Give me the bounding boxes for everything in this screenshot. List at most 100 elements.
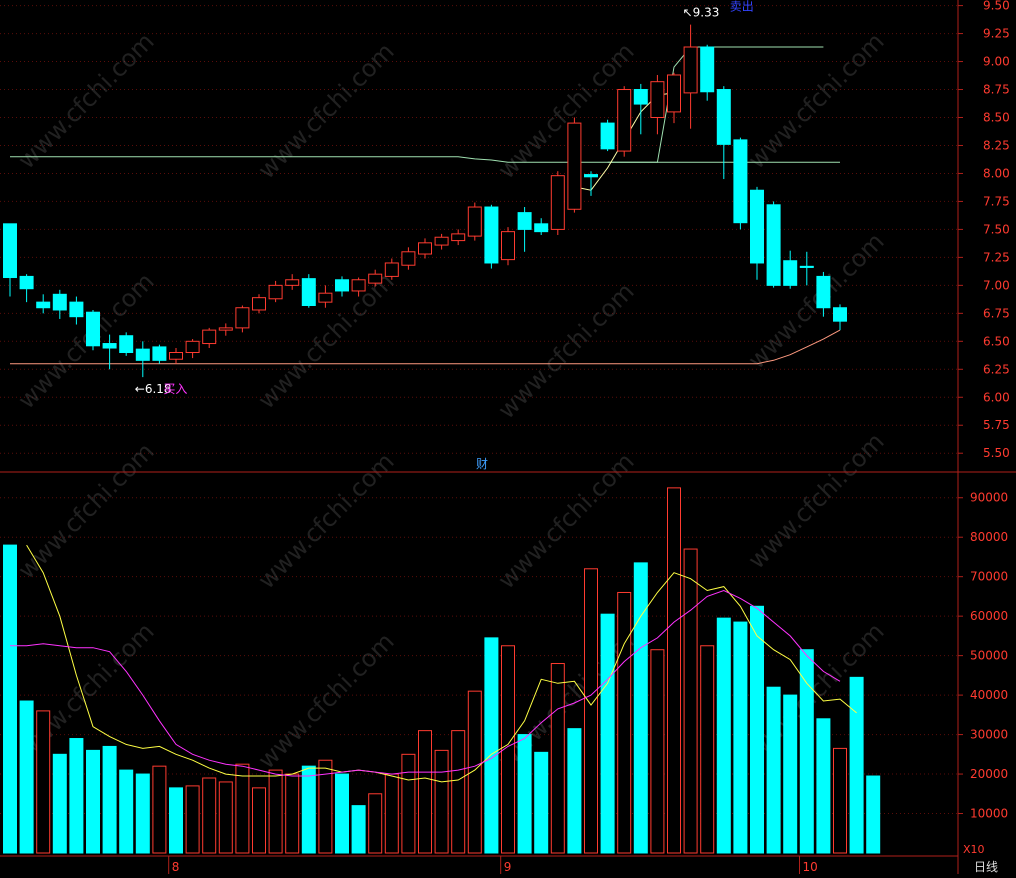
volume-bar [235, 763, 250, 854]
volume-bar [567, 728, 582, 854]
volume-bar [69, 738, 84, 854]
price-tick-label: 9.00 [983, 55, 1010, 69]
candle-body [633, 89, 648, 105]
volume-bar [368, 793, 383, 854]
candle-body [534, 223, 549, 233]
volume-tick-label: 20000 [970, 767, 1008, 781]
price-tick-label: 7.75 [983, 194, 1010, 208]
volume-tick-label: 60000 [970, 609, 1008, 623]
volume-bar [517, 734, 532, 854]
volume-tick-label: 50000 [970, 649, 1008, 663]
volume-bar [3, 544, 17, 854]
volume-bar [584, 568, 598, 854]
volume-bar [401, 753, 416, 854]
candle-body [384, 262, 399, 277]
price-annotation: 卖出 [730, 0, 754, 14]
volume-bar [185, 785, 200, 854]
volume-bar [169, 787, 183, 854]
price-tick-label: 6.25 [983, 362, 1010, 376]
price-tick-label: 8.50 [983, 111, 1010, 125]
volume-bar [86, 749, 100, 854]
price-tick-label: 6.75 [983, 306, 1010, 320]
volume-bar [301, 765, 316, 854]
volume-bar [152, 765, 167, 854]
x-tick-label: 8 [172, 860, 180, 874]
candle-body [783, 260, 798, 286]
candle-body [750, 189, 764, 264]
volume-bar [816, 718, 831, 854]
period-label[interactable]: 日线 [974, 860, 998, 874]
volume-bar [351, 805, 366, 854]
candle-body [700, 46, 715, 93]
volume-bar [716, 617, 731, 854]
candle-body [567, 122, 582, 210]
volume-bar [501, 645, 515, 854]
volume-bar [534, 751, 549, 854]
volume-bar [335, 773, 349, 854]
x-tick-label: 9 [504, 860, 512, 874]
candle-body [833, 307, 847, 322]
candle-body [799, 265, 814, 268]
volume-bar [135, 773, 150, 854]
volume-bar [52, 753, 67, 854]
volume-tick-label: 30000 [970, 728, 1008, 742]
volume-unit-label: X10 [963, 843, 985, 856]
candle-body [667, 74, 681, 113]
volume-tick-label: 70000 [970, 570, 1008, 584]
candle-body [3, 223, 17, 279]
price-tick-label: 8.75 [983, 83, 1010, 97]
candle-body [683, 46, 698, 94]
volume-bar [866, 775, 881, 854]
volume-tick-label: 40000 [970, 688, 1008, 702]
volume-bar [600, 613, 615, 854]
candle-body [86, 311, 100, 347]
price-annotation: ↖9.33 [683, 6, 720, 20]
candle-body [550, 175, 565, 230]
price-tick-label: 9.25 [983, 27, 1010, 41]
volume-bar [484, 637, 499, 854]
candle-body [185, 340, 200, 353]
volume-bar [700, 645, 715, 854]
candle-body [733, 139, 748, 224]
candle-body [169, 352, 183, 360]
volume-bar [667, 487, 681, 854]
volume-bar [467, 690, 482, 854]
candle-body [102, 343, 117, 349]
price-tick-label: 5.50 [983, 446, 1010, 460]
volume-bar [783, 694, 798, 854]
volume-bar [451, 730, 466, 854]
volume-tick-label: 90000 [970, 491, 1008, 505]
candle-body [301, 278, 316, 306]
volume-ma-magenta-line [10, 589, 841, 777]
volume-bar [633, 562, 648, 854]
price-tick-label: 7.25 [983, 250, 1010, 264]
panel-divider-label: 财 [476, 457, 488, 471]
candle-body [517, 212, 532, 230]
volume-bar [650, 649, 665, 854]
price-ma-long-line [10, 156, 840, 163]
candle-body [235, 307, 250, 329]
volume-bar [285, 773, 300, 854]
volume-bar [102, 745, 117, 854]
candle-body [135, 348, 150, 361]
candle-body [600, 122, 615, 150]
candle-body [218, 327, 233, 331]
candle-body [318, 292, 333, 303]
volume-bar [218, 781, 233, 854]
price-annotation: 买入 [163, 382, 187, 396]
volume-bar [36, 710, 51, 854]
volume-bar [268, 769, 283, 854]
candle-body [501, 231, 515, 261]
volume-panel [3, 487, 881, 854]
candle-body [434, 236, 449, 246]
price-tick-label: 7.00 [983, 278, 1010, 292]
volume-bar [733, 621, 748, 854]
candle-body [351, 279, 366, 292]
volume-bar [799, 649, 814, 854]
candle-body [36, 301, 51, 309]
volume-bar [550, 663, 565, 854]
price-annotation: ←6.18 [135, 382, 172, 396]
volume-bar [119, 769, 134, 854]
candle-body [467, 206, 482, 237]
